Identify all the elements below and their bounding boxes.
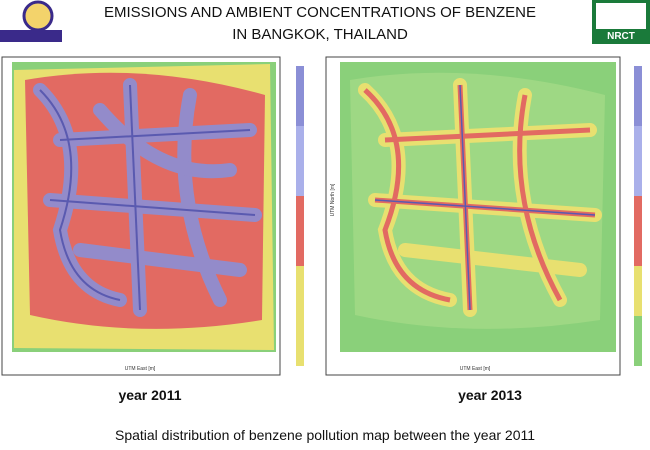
x-axis-label: UTM East [m]: [125, 366, 156, 372]
year-label: year 2013: [458, 387, 522, 403]
title-line: EMISSIONS AND AMBIENT CONCENTRATIONS OF …: [104, 4, 536, 21]
caption: Spatial distribution of benzene pollutio…: [115, 427, 535, 443]
map-2013: UTM East [m] UTM North [m]: [325, 56, 621, 376]
x-axis-label: UTM East [m]: [460, 366, 491, 372]
title-line: IN BANGKOK, THAILAND: [232, 26, 408, 43]
logo-text: NRCT: [607, 31, 635, 42]
logo-right: NRCT: [592, 0, 650, 44]
logo-left: [0, 0, 62, 42]
colorbar-2013: [634, 66, 642, 366]
colorbar-2011: [296, 66, 304, 366]
year-label: year 2011: [118, 387, 181, 403]
y-axis-label: UTM North [m]: [330, 183, 336, 216]
map-2011: UTM East [m]: [1, 56, 281, 376]
